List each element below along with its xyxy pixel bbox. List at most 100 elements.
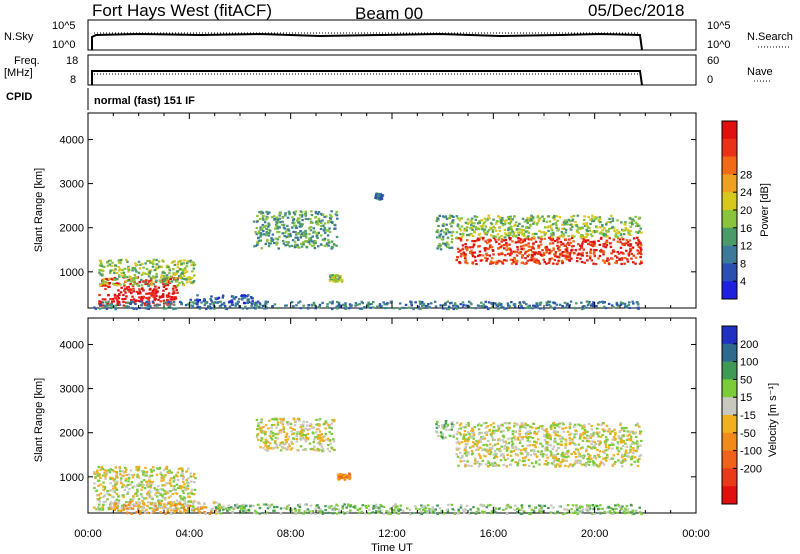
echo-cell: [423, 507, 426, 510]
echo-cell: [321, 238, 325, 241]
echo-cell: [522, 463, 526, 467]
echo-cell: [298, 511, 301, 514]
echo-cell: [222, 505, 225, 508]
echo-cell: [471, 429, 475, 432]
echo-cell: [149, 305, 152, 308]
echo-cell: [485, 443, 488, 446]
echo-cell: [112, 300, 116, 303]
echo-cell: [174, 273, 177, 276]
echo-cell: [553, 253, 556, 256]
echo-cell: [293, 221, 296, 224]
echo-cell: [286, 224, 289, 227]
echo-cell: [118, 467, 122, 470]
echo-cell: [593, 240, 596, 243]
echo-cell: [539, 425, 542, 428]
echo-cell: [585, 254, 589, 257]
echo-cell: [267, 222, 270, 225]
echo-cell: [306, 432, 310, 435]
echo-cell: [172, 509, 176, 512]
echo-cell: [575, 302, 578, 305]
echo-cell: [142, 295, 145, 298]
echo-cell: [632, 452, 635, 455]
echo-cell: [446, 236, 450, 239]
echo-cell: [109, 271, 112, 275]
echo-cell: [114, 483, 117, 486]
echo-cell: [318, 220, 322, 223]
echo-cell: [279, 431, 283, 434]
echo-cell: [536, 426, 540, 429]
echo-cell: [559, 252, 562, 255]
echo-cell: [221, 294, 225, 297]
echo-cell: [455, 453, 458, 456]
echo-cell: [165, 277, 168, 280]
echo-cell: [119, 259, 122, 262]
echo-cell: [623, 242, 627, 245]
echo-cell: [276, 446, 279, 449]
echo-cell: [539, 453, 543, 456]
echo-cell: [501, 216, 504, 220]
echo-cell: [554, 454, 558, 457]
echo-cell: [470, 233, 473, 236]
echo-cell: [103, 469, 106, 472]
echo-cell: [465, 454, 468, 457]
echo-cell: [161, 294, 165, 297]
echo-cell: [625, 454, 629, 457]
echo-cell: [97, 494, 101, 497]
echo-cell: [294, 236, 297, 239]
echo-cell: [185, 478, 188, 482]
echo-cell: [597, 220, 601, 223]
echo-cell: [144, 466, 147, 469]
echo-cell: [130, 300, 134, 303]
echo-cell: [505, 241, 508, 245]
echo-cell: [611, 438, 615, 441]
echo-cell: [108, 277, 111, 280]
echo-cell: [463, 433, 466, 436]
echo-cell: [258, 217, 262, 221]
echo-cell: [151, 290, 154, 293]
echo-cell: [325, 244, 328, 247]
echo-cell: [167, 496, 171, 499]
echo-cell: [542, 434, 546, 438]
echo-cell: [521, 460, 525, 463]
echo-cell: [187, 509, 190, 512]
echo-cell: [328, 506, 331, 509]
echo-cell: [193, 472, 196, 476]
echo-cell: [327, 244, 330, 247]
echo-cell: [255, 227, 259, 230]
echo-cell: [168, 479, 172, 482]
echo-cell: [182, 496, 186, 499]
echo-cell: [102, 280, 105, 283]
echo-cell: [470, 222, 473, 225]
echo-cell: [589, 255, 592, 258]
echo-cell: [304, 503, 307, 506]
echo-cell: [285, 432, 289, 435]
echo-cell: [108, 471, 112, 474]
echo-cell: [620, 456, 624, 459]
nsky-tick-bottom: 10^0: [52, 39, 76, 51]
echo-cell: [504, 458, 507, 461]
echo-cell: [279, 441, 282, 445]
echo-cell: [443, 216, 446, 219]
colorbar-tick-label: 4: [740, 276, 746, 288]
echo-cell: [612, 250, 616, 253]
echo-cell: [339, 279, 343, 282]
echo-cell: [124, 470, 127, 473]
echo-cell: [260, 426, 263, 429]
echo-cell: [387, 512, 390, 515]
echo-cell: [314, 242, 317, 245]
echo-cell: [128, 508, 131, 511]
echo-cell: [545, 446, 549, 449]
echo-cell: [176, 263, 179, 266]
echo-cell: [529, 425, 532, 428]
echo-cell: [304, 229, 307, 232]
echo-cell: [624, 227, 627, 230]
echo-cell: [499, 246, 502, 249]
echo-cell: [632, 442, 635, 445]
echo-cell: [254, 512, 258, 515]
echo-cell: [521, 225, 524, 228]
echo-cell: [108, 303, 112, 306]
echo-cell: [591, 440, 594, 443]
echo-cell: [323, 226, 326, 229]
echo-cell: [147, 299, 151, 302]
echo-cell: [243, 294, 247, 297]
